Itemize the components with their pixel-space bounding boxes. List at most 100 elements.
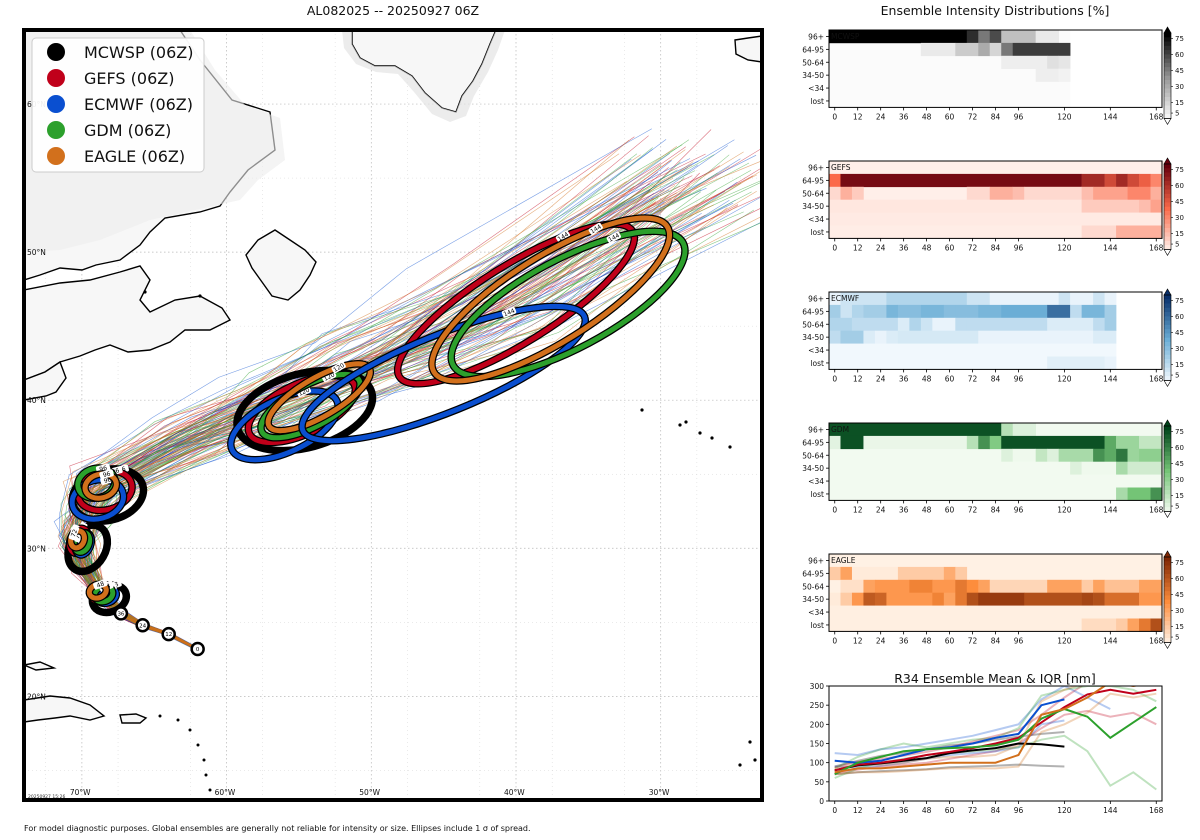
ellipse-ring — [228, 388, 341, 463]
ellipse-tau-label: 120 — [296, 386, 312, 398]
land-greenland — [352, 30, 496, 112]
colorbar-step — [1164, 316, 1171, 322]
heatmap-row-label: 50-64 — [802, 451, 824, 460]
colorbar-step — [1164, 50, 1171, 55]
heatmap-cell — [966, 592, 979, 606]
track-tau-marker — [190, 641, 205, 657]
colorbar-step — [1164, 561, 1171, 566]
colorbar-step — [1164, 595, 1171, 601]
colorbar-label: 60 — [1175, 182, 1184, 190]
heatmap-row-label: 64-95 — [802, 307, 824, 316]
heatmap-cell — [932, 592, 945, 606]
colorbar-frame — [1163, 556, 1172, 643]
heatmap-cell — [1081, 579, 1094, 593]
heatmap-cell — [1139, 592, 1163, 606]
heatmap-cell — [1058, 292, 1071, 306]
legend-marker-ecmwf — [47, 95, 65, 113]
heatmap-cell — [829, 304, 841, 319]
colorbar-step — [1164, 485, 1171, 491]
colorbar-step — [1164, 54, 1171, 60]
colorbar-step — [1164, 363, 1171, 368]
ellipse-tau-label-text: 96 — [111, 467, 120, 476]
colorbar-step — [1164, 168, 1171, 173]
r34-q3-gefs — [834, 686, 1137, 769]
heatmap-cell — [1104, 592, 1140, 606]
heatmap-cell — [1104, 579, 1140, 593]
colorbar-step — [1164, 438, 1171, 444]
land-puerto-rico — [119, 713, 148, 724]
colorbar-label: 5 — [1175, 503, 1179, 511]
colorbar-step — [1164, 494, 1171, 499]
heatmap-x-label: 36 — [899, 243, 909, 252]
heatmap-cell — [909, 317, 922, 331]
map-title: AL082025 -- 20250927 06Z — [307, 3, 479, 18]
heatmap-cell — [829, 487, 1117, 501]
heatmap-cell — [886, 292, 945, 306]
colorbar-step — [1164, 62, 1171, 68]
heatmap-cell — [978, 30, 991, 44]
heatmap-cell — [840, 592, 853, 606]
land-cuba-tip — [24, 661, 57, 671]
island — [158, 714, 162, 718]
r34-x-label: 72 — [968, 806, 978, 815]
island — [710, 436, 714, 440]
heatmap-cell — [966, 292, 991, 306]
heatmap-colorbar: 5 15 30 45 60 75 — [1163, 419, 1184, 518]
heatmap-row-label: lost — [810, 228, 824, 237]
heatmap-cell — [966, 317, 1048, 331]
heatmap-row-label: 64-95 — [802, 176, 824, 185]
small-islands — [143, 290, 757, 792]
colorbar-step — [1164, 185, 1171, 191]
island — [143, 290, 147, 294]
ellipse-gdm-144: 144 — [447, 227, 689, 381]
heatmap-row-label: 34-50 — [802, 595, 824, 604]
island — [208, 788, 212, 792]
heatmap-cell — [1139, 199, 1151, 213]
heatmap-cell — [1001, 42, 1014, 57]
heatmap-cell — [1139, 618, 1151, 632]
colorbar-label: 75 — [1175, 297, 1184, 305]
heatmap-x-label: 144 — [1103, 636, 1118, 645]
heatmap-row-label: 96+ — [808, 556, 824, 565]
colorbar-step — [1164, 299, 1171, 304]
heatmap-cell — [1058, 68, 1071, 82]
colorbar-step — [1164, 320, 1171, 326]
r34-q3-ecmwf — [834, 686, 1111, 757]
track-tau-text: 36 — [117, 611, 124, 617]
colorbar-step — [1164, 324, 1171, 330]
heatmap-cell — [978, 592, 1025, 606]
colorbar-step — [1164, 350, 1171, 356]
ellipse-tau-label-text: 144 — [607, 232, 621, 244]
heatmap-cell — [829, 199, 841, 213]
colorbar-step — [1164, 578, 1171, 584]
heatmap-cell — [1104, 173, 1117, 188]
heatmap-cell — [1001, 435, 1105, 450]
r34-mean-gefs — [834, 688, 1157, 772]
heatmap-cell — [989, 579, 1048, 593]
island — [684, 420, 688, 424]
colorbar-step — [1164, 84, 1171, 89]
heatmap-x-label: 84 — [991, 505, 1001, 514]
colorbar-label: 60 — [1175, 575, 1184, 583]
legend-label-ecmwf: ECMWF (06Z) — [84, 95, 193, 114]
heatmap-cell — [1035, 448, 1048, 462]
map-stamp: 20250927 15:26 — [28, 794, 65, 800]
heatmap-cell — [829, 592, 841, 606]
ellipse-ring — [82, 471, 119, 501]
colorbar-step — [1164, 569, 1171, 575]
ellipse-eagle-48: 48 — [85, 579, 111, 602]
colorbar-label: 15 — [1175, 230, 1184, 238]
heatmap-x-label: 96 — [1014, 374, 1024, 383]
r34-y-label: 200 — [810, 720, 825, 729]
colorbar-step — [1164, 176, 1171, 182]
heatmap-cell — [863, 330, 876, 344]
ellipse-ring — [448, 228, 688, 380]
colorbar-label: 5 — [1175, 241, 1179, 249]
colorbar-arrow-bottom — [1163, 511, 1172, 518]
heatmap-cell — [1001, 55, 1048, 69]
colorbar-arrow-bottom — [1163, 380, 1172, 387]
heatmap-row-label: 34-50 — [802, 71, 824, 80]
heatmap-cell — [829, 356, 1048, 370]
heatmap-x-label: 72 — [968, 112, 978, 121]
heatmap-row-label: 34-50 — [802, 202, 824, 211]
